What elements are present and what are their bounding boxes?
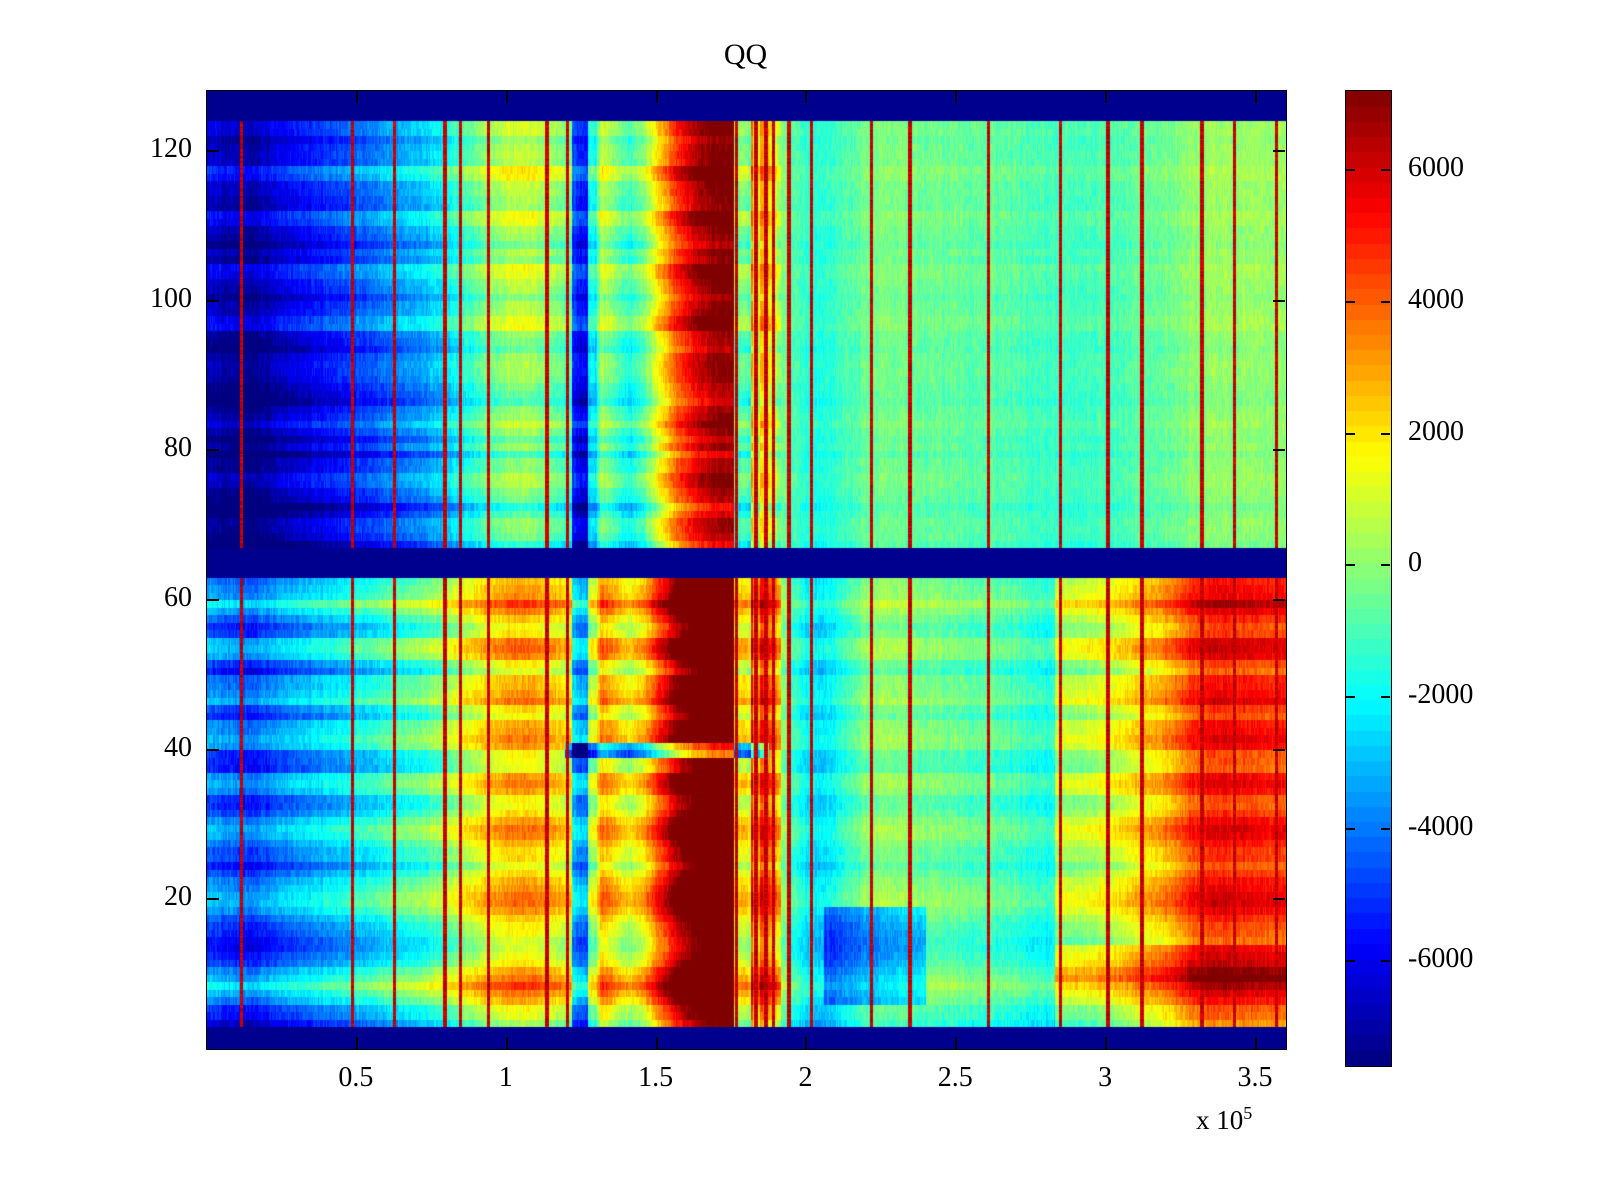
colorbar-tick-mark-right [1381,300,1390,303]
x-tick-mark-top [655,91,658,103]
colorbar-gradient [1346,91,1391,1066]
heatmap-image [207,91,1286,1049]
x-tick-label: 3 [1098,1062,1113,1093]
x-tick-mark-top [1105,91,1108,103]
x-tick-mark [655,1037,658,1049]
colorbar-tick-mark-left [1346,564,1355,567]
y-tick-mark [207,449,219,452]
colorbar-tick-mark-right [1381,169,1390,172]
colorbar-tick-label: 6000 [1408,152,1464,184]
x-tick-label: 0.5 [338,1062,374,1093]
x-tick-mark-top [805,91,808,103]
y-tick-label: 80 [164,432,192,464]
colorbar-tick-label: -6000 [1408,942,1474,974]
y-tick-mark [207,598,219,601]
x-tick-mark [805,1037,808,1049]
x-tick-mark [1255,1037,1258,1049]
x-tick-label: 2 [798,1062,813,1093]
y-tick-mark [207,898,219,901]
y-tick-mark [207,748,219,751]
colorbar-tick-label: -4000 [1408,810,1474,842]
x-axis-multiplier-label: x 105 [1196,1103,1252,1136]
x-tick-mark [355,1037,358,1049]
y-tick-mark [207,149,219,152]
y-tick-mark-right [1273,748,1285,751]
x-tick-mark-top [355,91,358,103]
y-tick-label: 100 [150,282,192,314]
y-tick-mark-right [1273,898,1285,901]
x-tick-label: 3.5 [1237,1062,1273,1093]
colorbar-tick-mark-right [1381,959,1390,962]
colorbar-tick-mark-left [1346,169,1355,172]
y-tick-mark-right [1273,299,1285,302]
colorbar [1345,90,1392,1067]
x-tick-label: 1.5 [638,1062,674,1093]
colorbar-tick-mark-left [1346,827,1355,830]
colorbar-tick-label: 4000 [1408,283,1464,315]
x-tick-label: 1 [498,1062,513,1093]
x-tick-label: 2.5 [937,1062,973,1093]
colorbar-tick-mark-left [1346,696,1355,699]
colorbar-tick-label: 2000 [1408,415,1464,447]
y-tick-mark-right [1273,149,1285,152]
colorbar-tick-mark-left [1346,959,1355,962]
y-tick-mark-right [1273,598,1285,601]
heatmap-axes [206,90,1287,1050]
y-tick-label: 40 [164,731,192,763]
y-tick-label: 20 [164,881,192,913]
x-tick-mark-top [1255,91,1258,103]
x-tick-mark [1105,1037,1108,1049]
colorbar-tick-label: 0 [1408,547,1422,579]
colorbar-tick-mark-right [1381,564,1390,567]
colorbar-tick-mark-right [1381,696,1390,699]
y-tick-label: 120 [150,132,192,164]
colorbar-tick-mark-left [1346,432,1355,435]
y-tick-mark-right [1273,449,1285,452]
colorbar-tick-mark-right [1381,432,1390,435]
y-tick-mark [207,299,219,302]
colorbar-tick-mark-right [1381,827,1390,830]
x-multiplier-exponent: 5 [1243,1103,1253,1123]
page-title: QQ [723,38,768,71]
x-tick-mark-top [955,91,958,103]
x-tick-mark-top [505,91,508,103]
colorbar-tick-mark-left [1346,300,1355,303]
colorbar-tick-label: -2000 [1408,679,1474,711]
x-tick-mark [955,1037,958,1049]
x-multiplier-text: x 10 [1196,1105,1244,1135]
x-tick-mark [505,1037,508,1049]
y-tick-label: 60 [164,581,192,613]
